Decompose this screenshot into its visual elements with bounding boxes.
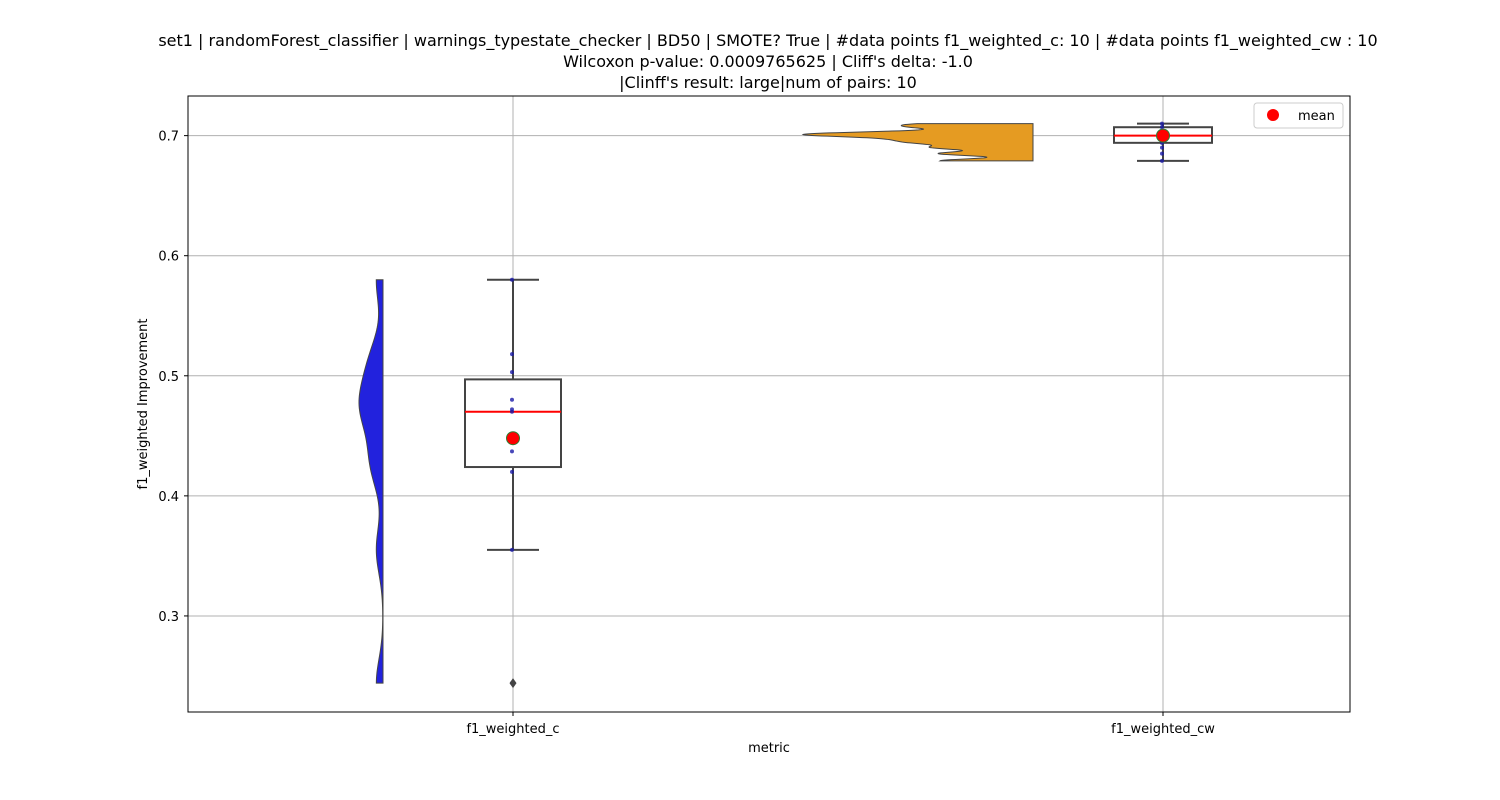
y-tick-label-3: 0.6: [158, 250, 179, 265]
box-plots: [464, 122, 1213, 551]
outlier-f1_weighted_c-0: [509, 678, 517, 689]
y-axis-label: f1_weighted Improvement: [136, 318, 151, 489]
data-point-f1_weighted_cw-9: [1160, 121, 1164, 126]
title-line-2: Wilcoxon p-value: 0.0009765625 | Cliff's…: [563, 52, 973, 71]
y-tick-label-2: 0.5: [158, 370, 179, 385]
mean-marker-f1_weighted_cw: [1156, 128, 1170, 143]
legend-box: [1253, 102, 1344, 129]
chart-title: set1 | randomForest_classifier | warning…: [158, 31, 1377, 92]
violin-f1_weighted_cw: [801, 123, 1034, 162]
data-point-f1_weighted_c-9: [510, 277, 514, 282]
y-tick-label-1: 0.4: [158, 490, 179, 505]
data-point-f1_weighted_c-5: [510, 407, 514, 412]
violins: [358, 123, 1034, 684]
data-point-f1_weighted_cw-8: [1160, 125, 1164, 130]
title-line-1: set1 | randomForest_classifier | warning…: [158, 31, 1377, 51]
data-point-f1_weighted_cw-2: [1160, 145, 1164, 150]
x-tick-label-1: f1_weighted_cw: [1111, 722, 1215, 737]
data-point-f1_weighted_c-6: [510, 397, 514, 402]
data-point-f1_weighted_c-8: [510, 352, 514, 357]
mean-marker-f1_weighted_c: [506, 431, 520, 446]
y-tick-label-0: 0.3: [158, 610, 179, 625]
data-point-f1_weighted_c-1: [510, 547, 514, 552]
plot-frame: [187, 95, 1351, 713]
data-point-f1_weighted_cw-0: [1160, 158, 1164, 163]
data-point-f1_weighted_c-2: [510, 469, 514, 474]
y-tick-label-4: 0.7: [158, 130, 179, 145]
data-points: [506, 121, 1170, 689]
title-line-3: |Clinff's result: large|num of pairs: 10: [619, 73, 917, 92]
x-axis-ticks: f1_weighted_c f1_weighted_cw: [466, 712, 1215, 737]
x-tick-label-0: f1_weighted_c: [466, 722, 559, 737]
x-axis-label: metric: [748, 741, 790, 756]
violin-f1_weighted_c: [358, 279, 384, 684]
box-f1_weighted_c: [464, 378, 562, 469]
legend-mean-marker: [1267, 109, 1279, 121]
y-axis-ticks: 0.3 0.4 0.5 0.6 0.7: [158, 130, 188, 625]
data-point-f1_weighted_cw-1: [1160, 151, 1164, 156]
data-point-f1_weighted_c-3: [510, 449, 514, 454]
legend: mean: [1253, 102, 1344, 129]
data-point-f1_weighted_c-7: [510, 370, 514, 375]
legend-mean-label: mean: [1298, 109, 1335, 124]
